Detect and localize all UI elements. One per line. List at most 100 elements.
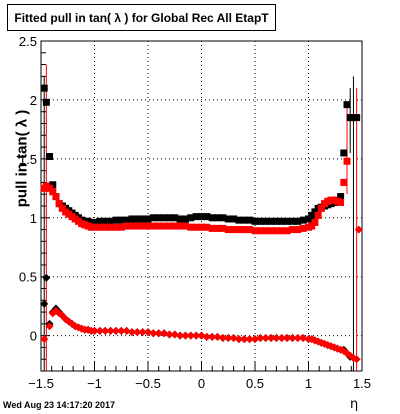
data-point-diamond xyxy=(138,328,147,337)
plot-frame xyxy=(40,40,363,372)
y-tick-label: 0.5 xyxy=(19,270,37,285)
data-point-square xyxy=(208,214,216,222)
error-bar-layer xyxy=(43,64,358,371)
data-point-square xyxy=(139,215,147,223)
chart-title: Fitted pull in tan( λ ) for Global Rec A… xyxy=(14,11,269,25)
data-point-diamond xyxy=(202,332,211,341)
data-point-square xyxy=(46,184,54,192)
data-point-diamond xyxy=(106,326,115,335)
data-point-square xyxy=(219,214,227,222)
data-point-diamond xyxy=(240,335,249,344)
x-tick-label: 0 xyxy=(198,376,205,391)
y-axis-label: pull in tan( λ ) xyxy=(13,109,31,208)
data-point-square xyxy=(149,222,157,230)
data-point-square xyxy=(107,223,115,231)
x-tick-label: −1 xyxy=(87,376,102,391)
data-point-diamond xyxy=(149,329,158,338)
data-point-square xyxy=(133,215,141,223)
y-tick-label: 1 xyxy=(30,211,37,226)
y-tick-label: 2.5 xyxy=(19,34,37,49)
chart-title-box: Fitted pull in tan( λ ) for Global Rec A… xyxy=(7,4,276,31)
data-point-square xyxy=(288,226,296,234)
data-point-diamond xyxy=(170,330,179,339)
data-point-square xyxy=(230,215,238,223)
data-point-square xyxy=(353,114,361,122)
data-point-square xyxy=(203,213,211,221)
data-point-square xyxy=(283,227,291,235)
data-point-square xyxy=(230,226,238,234)
data-point-diamond xyxy=(90,326,99,335)
data-point-square xyxy=(144,222,152,230)
data-point-diamond xyxy=(299,334,308,342)
data-point-diamond xyxy=(40,299,49,308)
data-point-diamond xyxy=(251,335,259,344)
data-point-diamond xyxy=(354,225,363,234)
data-point-square xyxy=(123,222,131,230)
data-point-square xyxy=(165,222,173,230)
data-point-square xyxy=(337,198,345,206)
data-point-square xyxy=(308,222,316,230)
data-point-square xyxy=(219,224,227,232)
data-point-diamond xyxy=(176,331,185,340)
x-axis-label: η xyxy=(350,397,359,412)
data-point-square xyxy=(49,188,57,196)
data-point-square xyxy=(283,217,291,225)
data-point-square xyxy=(235,216,243,224)
data-point-square xyxy=(171,222,179,230)
data-point-diamond xyxy=(208,332,217,341)
data-point-square xyxy=(91,223,98,231)
data-point-square xyxy=(58,204,66,212)
data-point-square xyxy=(144,215,152,223)
data-point-square xyxy=(343,157,351,165)
data-point-square xyxy=(171,214,179,222)
data-point-square xyxy=(101,217,109,225)
data-point-square xyxy=(192,223,200,231)
y-tick-label: 0 xyxy=(30,329,37,344)
data-point-square xyxy=(246,226,254,234)
data-point-square xyxy=(55,200,63,208)
data-point-square xyxy=(40,84,48,92)
data-point-square xyxy=(235,226,243,234)
data-point-square xyxy=(52,193,60,201)
x-tick-label: 1 xyxy=(305,376,312,391)
data-point-diamond xyxy=(352,355,361,364)
data-point-diamond xyxy=(42,273,51,282)
data-point-square xyxy=(49,181,57,189)
data-point-square xyxy=(224,226,232,234)
data-point-square xyxy=(240,216,248,224)
data-point-diamond xyxy=(144,328,152,337)
data-point-diamond xyxy=(197,331,206,340)
data-point-square xyxy=(198,223,205,231)
data-point-diamond xyxy=(186,331,195,340)
data-point-square xyxy=(117,216,125,224)
data-point-square xyxy=(208,224,216,232)
data-point-square xyxy=(299,224,307,232)
data-point-square xyxy=(101,223,109,231)
data-point-square xyxy=(46,153,54,160)
data-point-square xyxy=(192,213,200,221)
data-point-diamond xyxy=(245,335,254,344)
data-point-diamond xyxy=(267,334,276,342)
data-point-square xyxy=(176,222,184,230)
data-point-square xyxy=(155,214,163,222)
data-point-square xyxy=(181,222,189,230)
x-tick-label: 1.5 xyxy=(353,376,371,391)
data-point-square xyxy=(133,222,141,230)
data-point-diamond xyxy=(261,334,270,342)
data-point-square xyxy=(112,216,120,224)
data-point-diamond xyxy=(122,326,131,335)
data-point-square xyxy=(123,216,131,224)
data-point-diamond xyxy=(133,328,142,337)
data-point-square xyxy=(262,227,270,235)
data-point-diamond xyxy=(288,334,297,342)
data-point-square xyxy=(155,222,163,230)
data-point-diamond xyxy=(160,329,169,338)
data-point-diamond xyxy=(218,334,227,342)
data-point-diamond xyxy=(224,334,233,342)
data-point-square xyxy=(311,219,319,226)
axis-layer: −1.5 −1 −0.5 0 0.5 1 1.5 0 0.5 1 1.5 2 2.5 xyxy=(19,34,371,391)
y-tick-label: 2 xyxy=(30,93,37,108)
data-point-square xyxy=(198,213,205,221)
data-point-square xyxy=(294,226,302,234)
data-point-diamond xyxy=(95,326,104,335)
